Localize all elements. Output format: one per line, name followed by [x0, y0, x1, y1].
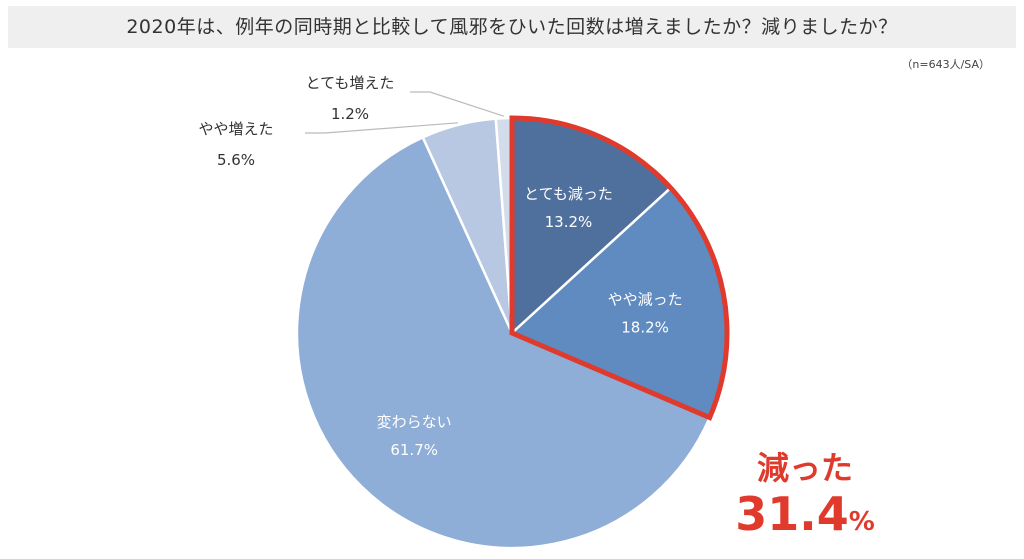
highlight-callout: 減った 31.4%: [735, 448, 875, 548]
slice-value-3: 5.6%: [217, 151, 255, 169]
leader-line-4: [410, 91, 504, 117]
slice-label-0: とても減った: [524, 185, 613, 203]
slice-value-1: 18.2%: [621, 318, 669, 336]
leader-line-3: [305, 122, 459, 134]
highlight-label: 減った: [756, 449, 853, 487]
highlight-number: 31.4: [735, 487, 849, 541]
slice-label-1: やや減った: [608, 290, 683, 308]
slice-label-4: とても増えた: [306, 74, 395, 92]
sample-note: （n=643人/SA）: [901, 58, 990, 71]
title-bar: 2020年は、例年の同時期と比較して風邪をひいた回数は増えましたか？減りましたか…: [8, 6, 1016, 48]
chart-title: 2020年は、例年の同時期と比較して風邪をひいた回数は増えましたか？減りましたか…: [126, 16, 898, 38]
slice-value-4: 1.2%: [331, 105, 369, 123]
pie-slice-2: [295, 135, 712, 550]
slice-label-3: やや増えた: [198, 120, 273, 138]
highlight-unit: %: [848, 507, 875, 537]
slice-value-0: 13.2%: [545, 213, 593, 231]
highlight-outline: [509, 115, 730, 421]
highlight-value: 31.4%: [735, 488, 875, 548]
slice-value-2: 61.7%: [390, 441, 438, 459]
slice-label-2: 変わらない: [377, 413, 452, 431]
